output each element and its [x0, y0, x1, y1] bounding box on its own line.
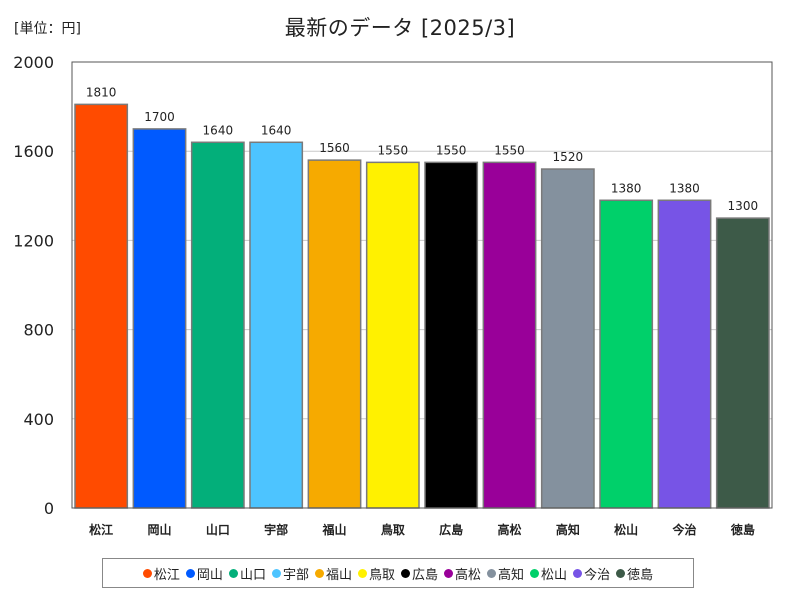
legend-item: 今治 [573, 564, 610, 583]
bar [307, 159, 362, 509]
legend-marker [271, 568, 281, 578]
data-label: 1550 [436, 143, 467, 157]
data-label: 1560 [319, 141, 350, 155]
chart-title: 最新のデータ [2025/3] [284, 16, 516, 40]
bar [424, 161, 479, 509]
x-tick-label: 松山 [614, 522, 638, 537]
data-label: 1810 [86, 85, 117, 99]
bar [540, 168, 595, 509]
legend-item: 松江 [142, 564, 180, 583]
legend-label: 鳥取 [368, 567, 395, 583]
legend-item: 高松 [444, 564, 481, 583]
legend-label: 山口 [239, 567, 266, 583]
legend-item: 高知 [487, 564, 524, 583]
data-label: 1380 [669, 181, 700, 195]
legend-label: 広島 [412, 567, 439, 583]
unit-label: [単位：円] [14, 21, 81, 37]
legend-marker [357, 568, 367, 578]
legend-marker [401, 568, 410, 578]
bar [657, 199, 712, 509]
legend-marker [616, 568, 626, 578]
legend-label: 松江 [153, 567, 180, 583]
legend-label: 高知 [498, 567, 525, 583]
data-labels: 1810 1700 1640 1640 1560 1550 1550 1550 1520 1380… [86, 85, 758, 213]
legend-marker [185, 568, 195, 578]
legend-marker [487, 568, 497, 578]
legend-label: 福山 [325, 567, 352, 583]
y-tick-label: 800 [23, 321, 54, 340]
data-label: 1520 [553, 150, 584, 164]
data-label: 1380 [611, 181, 642, 195]
legend-item: 鳥取 [357, 564, 395, 583]
legend-item: 福山 [314, 564, 352, 583]
x-tick-label: 高松 [497, 522, 521, 537]
bar [132, 128, 187, 509]
legend-marker [444, 568, 454, 578]
x-tick-label: 鳥取 [381, 522, 405, 537]
legend-item: 岡山 [185, 564, 223, 583]
y-axis-ticks: 0 400 800 1200 1600 2000 [13, 53, 54, 518]
legend-marker [530, 568, 540, 578]
data-label: 1550 [378, 143, 409, 157]
grid-lines [72, 150, 772, 420]
x-tick-label: 高知 [556, 522, 580, 537]
bar [74, 103, 129, 509]
y-tick-label: 2000 [13, 53, 54, 72]
legend-marker [573, 568, 583, 578]
x-tick-label: 山口 [206, 522, 230, 537]
x-tick-label: 岡山 [147, 522, 171, 537]
bar [482, 161, 537, 509]
bar [715, 217, 770, 509]
legend-label: 高松 [455, 567, 482, 583]
bar [190, 141, 245, 509]
legend-marker [142, 568, 152, 578]
x-tick-label: 福山 [321, 522, 346, 537]
bars [74, 103, 770, 509]
legend-item: 宇部 [271, 564, 309, 583]
y-tick-label: 0 [44, 499, 54, 518]
legend-label: 岡山 [196, 567, 223, 583]
x-tick-label: 松江 [89, 522, 113, 537]
plot-frame [71, 61, 773, 509]
x-tick-label: 徳島 [730, 522, 755, 537]
legend-marker [228, 568, 238, 578]
legend-item: 山口 [228, 564, 266, 583]
legend: 松江 岡山 山口 宇部 福山 鳥取 広島 高松 高知 松山 今治 徳島 [102, 558, 694, 588]
data-label: 1300 [728, 199, 759, 213]
data-label: 1550 [494, 143, 525, 157]
x-tick-label: 今治 [671, 522, 696, 537]
y-tick-label: 400 [23, 410, 54, 429]
data-label: 1640 [203, 123, 234, 137]
bar [365, 161, 420, 509]
legend-item: 松山 [530, 564, 567, 583]
data-label: 1640 [261, 123, 292, 137]
data-label: 1700 [144, 110, 175, 124]
legend-label: 宇部 [282, 567, 309, 583]
legend-item: 徳島 [616, 564, 653, 583]
legend-label: 今治 [584, 567, 611, 583]
y-tick-label: 1600 [13, 142, 54, 161]
y-tick-label: 1200 [13, 231, 54, 250]
x-tick-label: 広島 [439, 522, 463, 537]
bar [249, 141, 304, 509]
legend-label: 徳島 [627, 567, 654, 583]
bar [599, 199, 654, 509]
legend-marker [314, 568, 324, 578]
x-axis-ticks: 松江 岡山 山口 宇部 福山 鳥取 広島 高松 高知 松山 今治 徳島 [89, 522, 755, 537]
legend-label: 松山 [541, 567, 568, 583]
legend-item: 広島 [401, 564, 438, 583]
x-tick-label: 宇部 [264, 522, 288, 537]
